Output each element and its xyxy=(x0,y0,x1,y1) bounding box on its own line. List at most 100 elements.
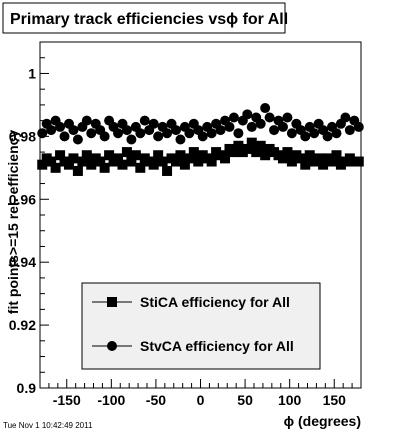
stica-point xyxy=(77,156,88,167)
stica-point xyxy=(295,153,306,164)
title-box: Primary track efficiencies vsϕ for All xyxy=(2,2,288,34)
y-tick-label: 0.98 xyxy=(9,128,36,144)
x-tick-label: -100 xyxy=(97,392,125,408)
stica-point xyxy=(121,147,132,158)
stica-point xyxy=(126,156,137,167)
stica-point xyxy=(117,159,128,170)
stvca-point xyxy=(86,128,97,139)
stica-point xyxy=(162,165,173,176)
stvca-point xyxy=(121,125,132,136)
stvca-point xyxy=(300,131,311,142)
stica-point xyxy=(228,147,239,158)
legend: StiCA efficiency for All StvCA efficienc… xyxy=(81,282,321,370)
legend-frame xyxy=(81,282,321,370)
stica-point xyxy=(331,150,342,161)
stica-point xyxy=(135,162,146,173)
stica-point xyxy=(50,162,61,173)
stvca-point xyxy=(175,134,186,145)
legend-label-stica: StiCA efficiency for All xyxy=(140,294,290,310)
x-tick-label: -150 xyxy=(53,392,81,408)
series-layer xyxy=(37,103,364,176)
stvca-point xyxy=(224,121,235,132)
stica-point xyxy=(81,150,92,161)
stica-point xyxy=(113,153,124,164)
stvca-point xyxy=(81,115,92,126)
legend-label-stvca: StvCA efficiency for All xyxy=(140,338,294,354)
stica-point xyxy=(86,159,97,170)
stvca-point xyxy=(59,131,70,142)
legend-marker-stica xyxy=(107,297,117,307)
stvca-point xyxy=(68,125,79,136)
x-axis-title: ϕ (degrees) xyxy=(284,413,361,429)
stica-point xyxy=(68,153,79,164)
stvca-point xyxy=(233,128,244,139)
stvca-point xyxy=(153,131,164,142)
stica-point xyxy=(63,159,74,170)
y-axis-title: fit points>=15 rel. efficiency xyxy=(5,130,21,315)
x-tick-label: 150 xyxy=(323,392,347,408)
stvca-point xyxy=(170,125,181,136)
stvca-point xyxy=(197,131,208,142)
x-tick-label: 50 xyxy=(237,392,253,408)
y-tick-label: 0.94 xyxy=(9,254,36,270)
stica-point xyxy=(286,156,297,167)
stvca-point xyxy=(255,118,266,129)
stvca-point xyxy=(264,112,275,123)
stica-point xyxy=(157,156,168,167)
stica-point xyxy=(246,137,257,148)
stica-point xyxy=(233,140,244,151)
stvca-point xyxy=(148,118,159,129)
stvca-point xyxy=(246,121,257,132)
stica-point xyxy=(188,147,199,158)
stica-point xyxy=(55,150,66,161)
stvca-point xyxy=(309,128,320,139)
stica-point xyxy=(104,150,115,161)
x-tick-label: 100 xyxy=(278,392,302,408)
timestamp: Tue Nov 1 10:42:49 2011 xyxy=(3,421,93,430)
stvca-point xyxy=(322,131,333,142)
x-tick-label: 0 xyxy=(197,392,205,408)
chart-title: Primary track efficiencies vsϕ for All xyxy=(10,11,288,28)
stica-point xyxy=(255,140,266,151)
legend-marker-stvca xyxy=(107,341,117,351)
stica-point xyxy=(318,159,329,170)
stica-point xyxy=(206,156,217,167)
y-tick-label: 0.92 xyxy=(9,317,36,333)
stica-point xyxy=(95,156,106,167)
axes: 0.9 0.92 0.94 0.96 0.98 1 -150 -100 -50 0 50 100 150 xyxy=(9,41,362,408)
stica-point xyxy=(193,156,204,167)
stvca-point xyxy=(37,128,48,139)
stica-point xyxy=(282,147,293,158)
stica-point xyxy=(148,159,159,170)
title-frame xyxy=(2,2,286,34)
stica-point xyxy=(327,156,338,167)
stica-point xyxy=(260,150,271,161)
stvca-point xyxy=(135,128,146,139)
stvca-point xyxy=(260,103,271,114)
stvca-point xyxy=(340,112,351,123)
stica-point xyxy=(72,165,83,176)
y-tick-label: 0.96 xyxy=(9,191,36,207)
stica-point xyxy=(153,150,164,161)
stica-point xyxy=(179,159,190,170)
stica-point xyxy=(300,159,311,170)
stvca-point xyxy=(215,125,226,136)
y-tick-label: 1 xyxy=(28,65,36,81)
x-tick-label: -50 xyxy=(146,392,166,408)
stvca-point xyxy=(242,109,253,120)
stica-point xyxy=(99,162,110,173)
stica-point xyxy=(170,156,181,167)
stica-point xyxy=(37,159,48,170)
stvca-point xyxy=(286,128,297,139)
stvca-point xyxy=(206,128,217,139)
stvca-point xyxy=(269,125,280,136)
stvca-point xyxy=(162,128,173,139)
stica-point xyxy=(130,150,141,161)
stica-point xyxy=(242,143,253,154)
stvca-point xyxy=(184,128,195,139)
stica-point xyxy=(251,147,262,158)
stica-point xyxy=(313,153,324,164)
stica-point xyxy=(304,150,315,161)
stvca-point xyxy=(99,131,110,142)
